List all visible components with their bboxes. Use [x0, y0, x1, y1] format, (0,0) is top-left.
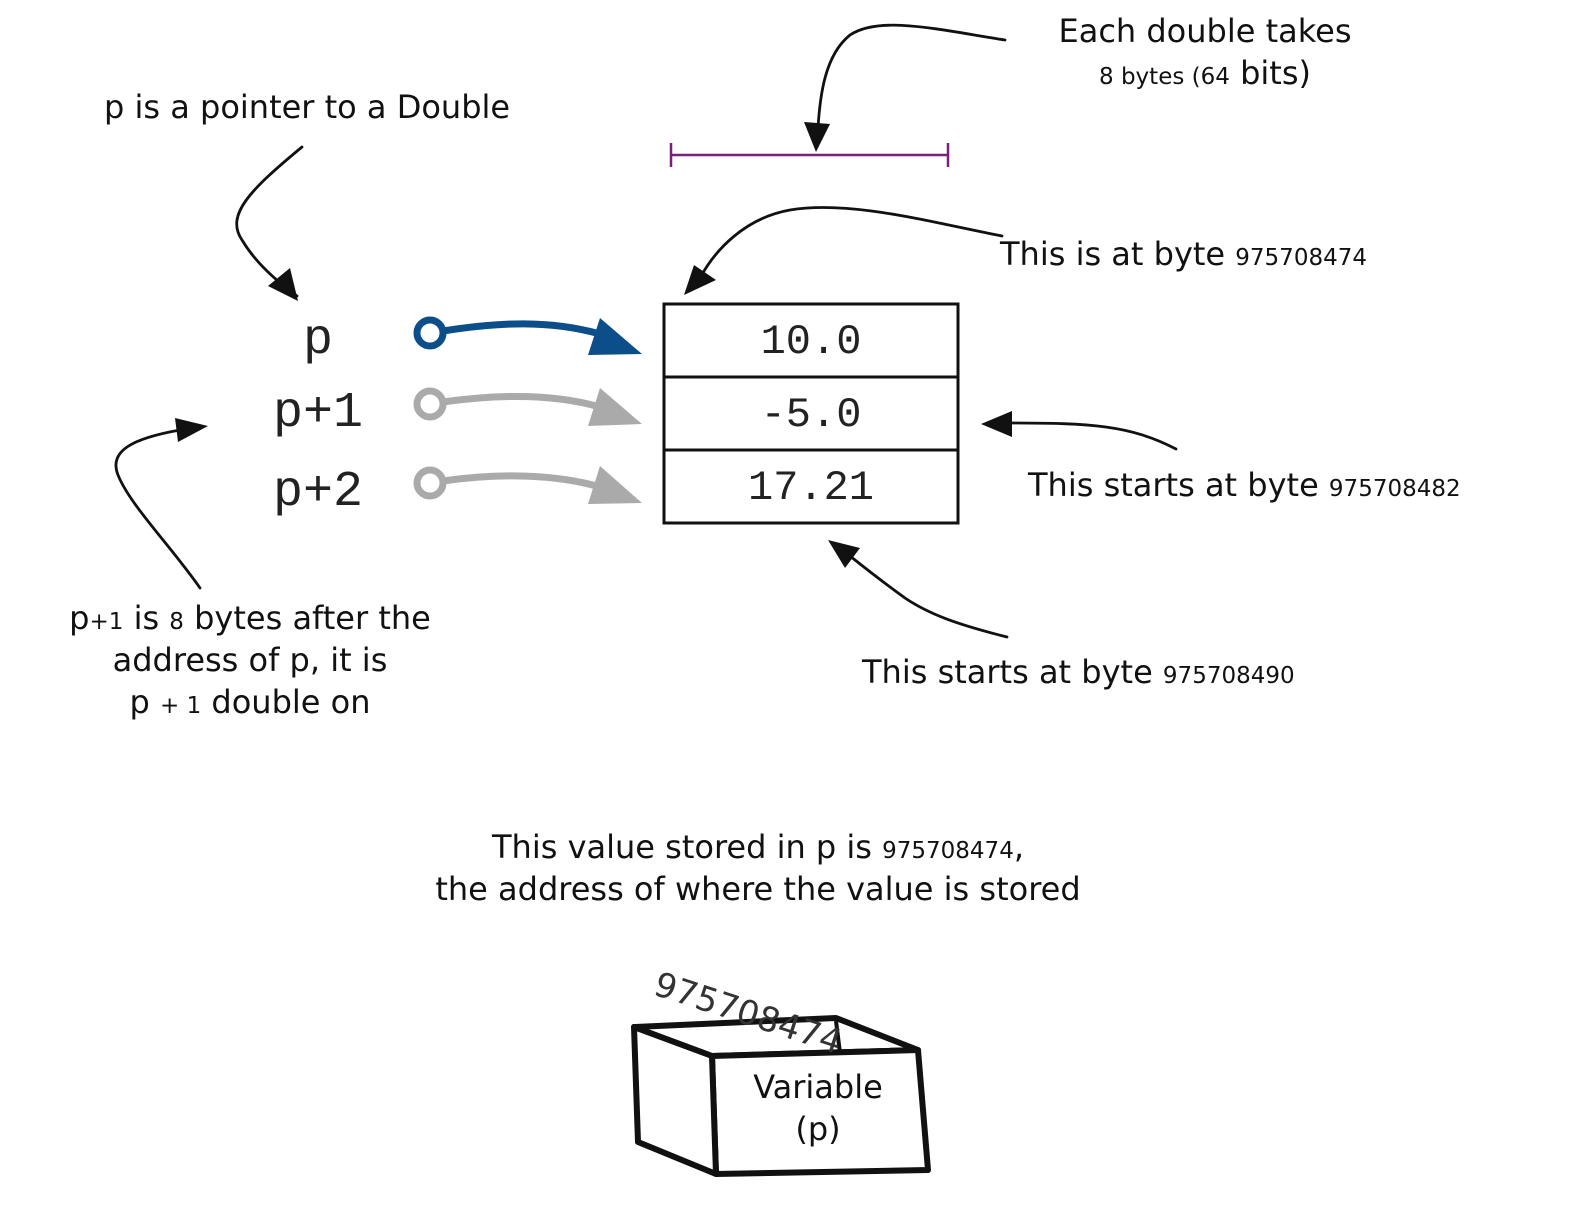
variable-box-inner-edge	[834, 1020, 842, 1054]
p-plus-1-annotation-arrow	[114, 428, 202, 590]
p-plus-1-line1-is: is	[123, 599, 169, 637]
second-byte-arrowhead	[981, 411, 1012, 437]
p-plus-1-line3: p + 1 double on	[130, 683, 371, 721]
pointer-to-double-annotation: p is a pointer to a Double	[104, 88, 510, 126]
first-byte-arrowhead	[684, 265, 716, 295]
pointer-arrow-p-plus-2	[413, 466, 642, 504]
pointer-label-p-plus-2: p+2	[273, 464, 363, 521]
each-double-line2: 8 bytes (64 bits)	[1099, 54, 1311, 92]
value-note-line2: the address of where the value is stored	[435, 870, 1080, 908]
third-byte-arrow	[848, 554, 1009, 639]
variable-name-label: (p)	[795, 1110, 840, 1148]
pointer-annotation-arrow	[235, 145, 304, 298]
third-byte-annotation: This starts at byte 975708490	[861, 653, 1295, 691]
p-plus-1-line3-p: p	[130, 683, 160, 721]
variable-box: 975708474 Variable (p)	[631, 965, 931, 1177]
second-byte-number: 975708482	[1329, 476, 1461, 502]
memory-cell-value-1: -5.0	[761, 391, 862, 439]
p-plus-1-line3-offset: + 1	[160, 693, 201, 719]
p-plus-1-line1-p: p	[69, 599, 89, 637]
p-plus-1-line1-rest: bytes after the	[184, 599, 431, 637]
first-byte-annotation: This is at byte 975708474	[999, 235, 1367, 273]
memory-cell-value-0: 10.0	[761, 318, 862, 366]
value-note-number: 975708474	[882, 838, 1014, 864]
first-byte-arrow	[698, 206, 1004, 280]
p-plus-1-line1: p+1 is 8 bytes after the	[69, 599, 431, 637]
p-plus-1-annotation: p+1 is 8 bytes after the address of p, i…	[69, 599, 431, 721]
memory-cell-1	[662, 375, 960, 452]
first-byte-number: 975708474	[1235, 245, 1367, 271]
p-plus-1-annotation-arrowhead	[175, 418, 208, 442]
memory-cell-value-2: 17.21	[748, 464, 874, 512]
byte-span-annotation-arrow	[816, 23, 1007, 130]
each-double-bytes-num: 8 bytes (	[1099, 64, 1201, 90]
p-plus-1-line3-rest: double on	[201, 683, 370, 721]
pointer-label-p-plus-1: p+1	[273, 385, 363, 442]
pointer-arrow-p-plus-1	[413, 387, 642, 426]
memory-cells: 10.0 -5.0 17.21	[662, 302, 960, 525]
third-byte-text: This starts at byte	[861, 653, 1163, 691]
first-byte-text: This is at byte	[999, 235, 1235, 273]
byte-span-marker	[669, 143, 950, 167]
memory-cell-2	[662, 448, 960, 525]
pointer-arrow-p	[413, 316, 642, 355]
each-double-line1: Each double takes	[1058, 12, 1351, 50]
value-note-comma: ,	[1014, 828, 1024, 866]
second-byte-annotation: This starts at byte 975708482	[1027, 466, 1461, 504]
pointer-annotation-arrowhead	[268, 268, 298, 301]
each-double-bits-text: bits)	[1230, 54, 1311, 92]
each-double-bits-num: 64	[1201, 64, 1230, 90]
variable-box-side	[631, 1024, 719, 1177]
pointer-label-p: p	[303, 312, 333, 369]
second-byte-arrow	[1008, 421, 1178, 451]
p-plus-1-line2: address of p, it is	[113, 641, 388, 679]
value-note-text: This value stored in p is	[491, 828, 882, 866]
value-note-line1: This value stored in p is 975708474,	[491, 828, 1024, 866]
p-plus-1-line1-offset: +1	[89, 609, 123, 635]
p-plus-1-line1-bytes-num: 8	[169, 609, 184, 635]
variable-label: Variable	[753, 1068, 883, 1106]
third-byte-arrowhead	[828, 540, 860, 568]
third-byte-number: 975708490	[1163, 663, 1295, 689]
byte-span-annotation-arrowhead	[804, 122, 830, 152]
second-byte-text: This starts at byte	[1027, 466, 1329, 504]
memory-cell-0	[662, 302, 960, 379]
